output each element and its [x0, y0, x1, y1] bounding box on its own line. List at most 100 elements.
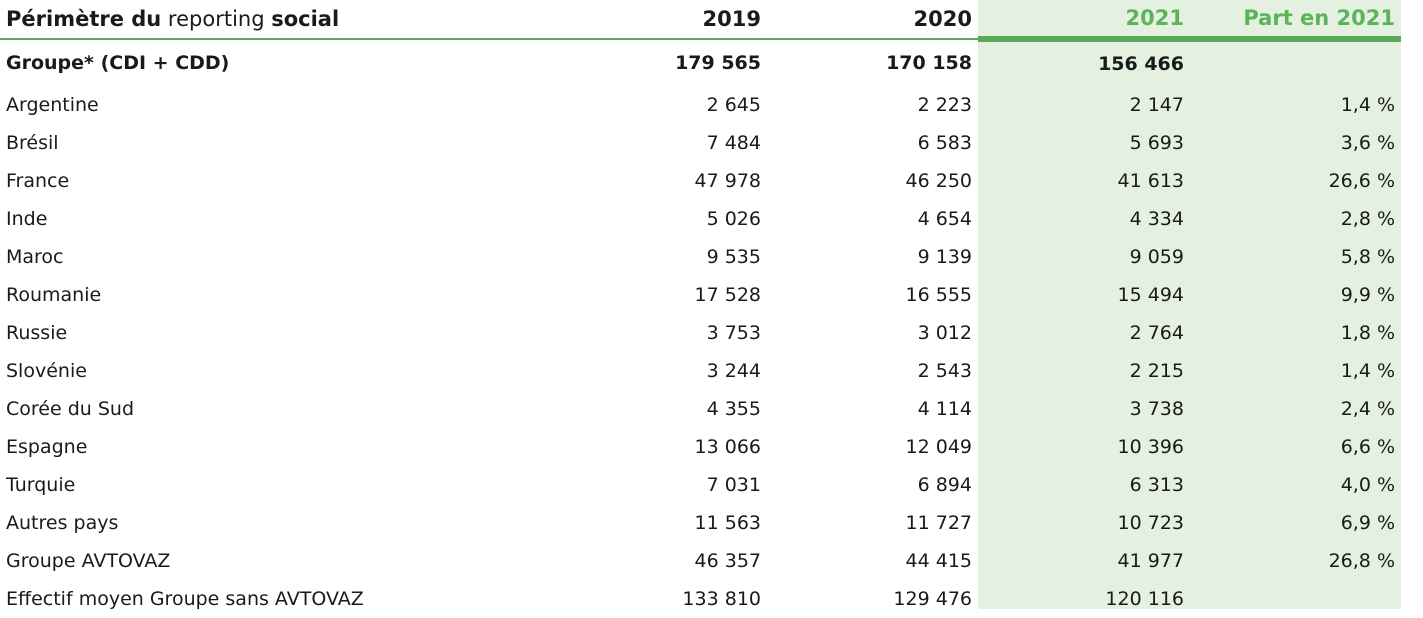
table-row: Slovénie 3 244 2 543 2 215 1,4 %	[0, 352, 1401, 390]
cell-part-2021: 1,8 %	[1340, 322, 1395, 344]
cell-2020: 4 114	[917, 398, 972, 420]
cell-2021: 3 738	[1129, 398, 1184, 420]
cell-2019: 46 357	[694, 550, 761, 572]
row-label: Roumanie	[6, 284, 102, 306]
cell-part-2021	[1190, 39, 1401, 86]
table-row: Espagne 13 066 12 049 10 396 6,6 %	[0, 428, 1401, 466]
cell-2020: 11 727	[905, 512, 972, 534]
row-label: Turquie	[6, 474, 76, 496]
header-label: Périmètre du reporting social	[0, 0, 555, 40]
cell-part-2021: 1,4 %	[1340, 360, 1395, 382]
cell-2020: 170 158	[886, 52, 972, 74]
row-label: Effectif moyen Groupe sans AVTOVAZ	[6, 588, 364, 610]
header-part-2021: Part en 2021	[1190, 0, 1401, 42]
cell-2021: 2 147	[1129, 94, 1184, 116]
cell-2019: 9 535	[706, 246, 761, 268]
row-label: Espagne	[6, 436, 88, 458]
cell-part-2021: 6,9 %	[1340, 512, 1395, 534]
cell-2020: 46 250	[905, 170, 972, 192]
cell-part-2021: 4,0 %	[1340, 474, 1395, 496]
cell-2021: 10 396	[1117, 436, 1184, 458]
cell-2020: 6 894	[917, 474, 972, 496]
cell-2021: 9 059	[1129, 246, 1184, 268]
cell-2019: 17 528	[694, 284, 761, 306]
cell-2021: 41 977	[1117, 550, 1184, 572]
cell-part-2021: 5,8 %	[1340, 246, 1395, 268]
cell-2019: 7 484	[706, 132, 761, 154]
cell-2021: 120 116	[1105, 588, 1184, 610]
cell-2020: 16 555	[905, 284, 972, 306]
cell-2021: 6 313	[1129, 474, 1184, 496]
table-row: Maroc 9 535 9 139 9 059 5,8 %	[0, 238, 1401, 276]
header-2021: 2021	[978, 0, 1190, 42]
cell-2019: 4 355	[706, 398, 761, 420]
cell-2021: 156 466	[1098, 53, 1184, 75]
cell-part-2021: 6,6 %	[1340, 436, 1395, 458]
cell-2021: 10 723	[1117, 512, 1184, 534]
header-row: Périmètre du reporting social 2019 2020 …	[0, 0, 1401, 42]
row-label: Russie	[6, 322, 68, 344]
header-label-bold-1: Périmètre du	[6, 7, 162, 31]
table-row: Russie 3 753 3 012 2 764 1,8 %	[0, 314, 1401, 352]
highlight-2021-column	[978, 0, 1401, 609]
row-label: Brésil	[6, 132, 59, 154]
row-label: Groupe* (CDI + CDD)	[6, 52, 230, 74]
cell-2021: 2 215	[1129, 360, 1184, 382]
row-label: France	[6, 170, 70, 192]
header-2019: 2019	[555, 0, 767, 40]
table-row: Autres pays 11 563 11 727 10 723 6,9 %	[0, 504, 1401, 542]
cell-2021: 5 693	[1129, 132, 1184, 154]
cell-part-2021: 26,8 %	[1328, 550, 1395, 572]
row-label: Autres pays	[6, 512, 119, 534]
table-row: Turquie 7 031 6 894 6 313 4,0 %	[0, 466, 1401, 504]
cell-2021: 2 764	[1129, 322, 1184, 344]
cell-2020: 3 012	[917, 322, 972, 344]
cell-part-2021	[1190, 580, 1401, 618]
cell-2021: 41 613	[1117, 170, 1184, 192]
header-2020: 2020	[767, 0, 978, 40]
table-row: Groupe AVTOVAZ 46 357 44 415 41 977 26,8 %	[0, 542, 1401, 580]
cell-part-2021: 9,9 %	[1340, 284, 1395, 306]
cell-part-2021: 1,4 %	[1340, 94, 1395, 116]
cell-2020: 2 543	[917, 360, 972, 382]
cell-part-2021: 2,4 %	[1340, 398, 1395, 420]
table-row: France 47 978 46 250 41 613 26,6 %	[0, 162, 1401, 200]
row-label: Maroc	[6, 246, 64, 268]
cell-2020: 129 476	[893, 588, 972, 610]
table-row: Roumanie 17 528 16 555 15 494 9,9 %	[0, 276, 1401, 314]
row-label: Inde	[6, 208, 48, 230]
cell-2019: 133 810	[682, 588, 761, 610]
cell-2020: 12 049	[905, 436, 972, 458]
cell-2020: 2 223	[917, 94, 972, 116]
cell-part-2021: 3,6 %	[1340, 132, 1395, 154]
cell-2020: 4 654	[917, 208, 972, 230]
cell-2019: 3 753	[706, 322, 761, 344]
cell-2019: 11 563	[694, 512, 761, 534]
row-label: Slovénie	[6, 360, 87, 382]
table-row: Effectif moyen Groupe sans AVTOVAZ 133 81…	[0, 580, 1401, 618]
cell-2020: 6 583	[917, 132, 972, 154]
cell-2020: 9 139	[917, 246, 972, 268]
cell-2019: 5 026	[706, 208, 761, 230]
table-row: Brésil 7 484 6 583 5 693 3,6 %	[0, 124, 1401, 162]
cell-2019: 13 066	[694, 436, 761, 458]
row-label: Argentine	[6, 94, 99, 116]
cell-2019: 3 244	[706, 360, 761, 382]
header-label-bold-2: social	[271, 7, 340, 31]
table-row: Groupe* (CDI + CDD) 179 565 170 158 156 466	[0, 39, 1401, 86]
table-row: Argentine 2 645 2 223 2 147 1,4 %	[0, 86, 1401, 124]
row-label: Corée du Sud	[6, 398, 135, 420]
cell-2019: 47 978	[694, 170, 761, 192]
cell-2020: 44 415	[905, 550, 972, 572]
cell-2021: 4 334	[1129, 208, 1184, 230]
table-row: Inde 5 026 4 654 4 334 2,8 %	[0, 200, 1401, 238]
cell-part-2021: 26,6 %	[1328, 170, 1395, 192]
row-label: Groupe AVTOVAZ	[6, 550, 171, 572]
cell-2019: 2 645	[706, 94, 761, 116]
cell-2021: 15 494	[1117, 284, 1184, 306]
table-row: Corée du Sud 4 355 4 114 3 738 2,4 %	[0, 390, 1401, 428]
cell-2019: 179 565	[675, 52, 761, 74]
header-label-light: reporting	[161, 7, 272, 31]
